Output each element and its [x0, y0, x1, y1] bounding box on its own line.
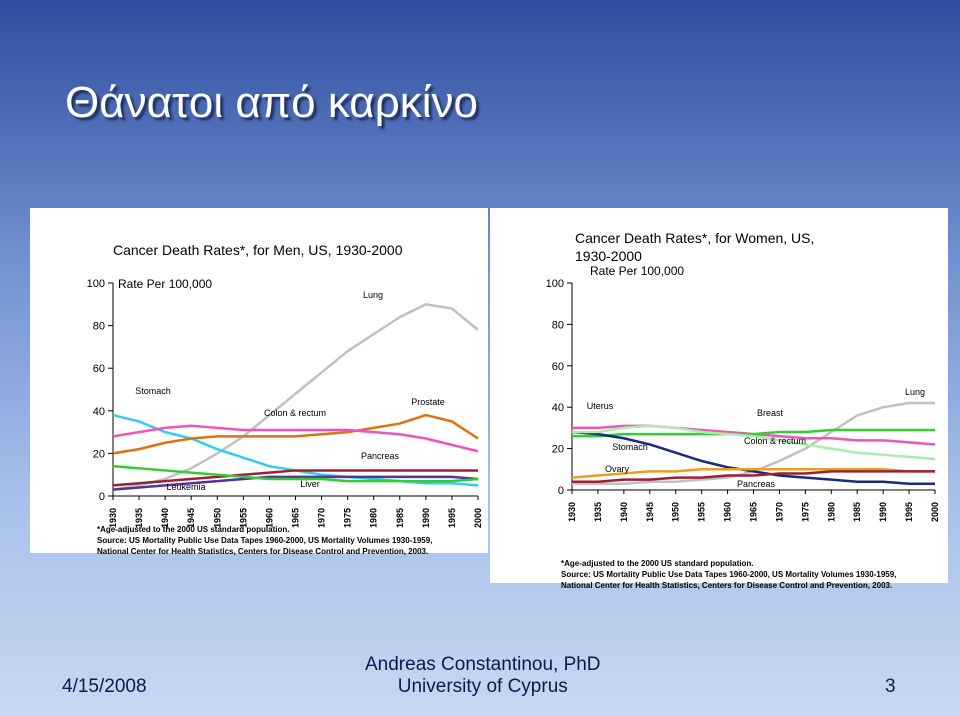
x-tick-label: 1950: [212, 508, 222, 528]
x-tick-label: 1970: [774, 502, 784, 522]
chart-title: Cancer Death Rates*, for Men, US, 1930-2…: [113, 242, 403, 258]
y-tick-label: 40: [93, 406, 105, 418]
x-tick-label: 1930: [108, 508, 118, 528]
x-tick-label: 1965: [291, 508, 301, 528]
series-label: Ovary: [605, 464, 630, 474]
x-tick-label: 1970: [317, 508, 327, 528]
y-tick-label: 0: [99, 491, 105, 503]
x-tick-label: 1945: [645, 502, 655, 522]
footer-page: 3: [885, 676, 896, 697]
series-label: Uterus: [587, 401, 614, 411]
x-tick-label: 1940: [619, 502, 629, 522]
y-tick-label: 80: [552, 319, 564, 331]
series-label: Colon & rectum: [744, 436, 806, 446]
x-tick-label: 1995: [904, 502, 914, 522]
panel: [490, 208, 948, 583]
x-tick-label: 1985: [395, 508, 405, 528]
y-tick-label: 20: [93, 448, 105, 460]
y-tick-label: 60: [93, 363, 105, 375]
x-tick-label: 1980: [826, 502, 836, 522]
footer-author: Andreas Constantinou, PhD University of …: [365, 654, 601, 698]
affiliation: University of Cyprus: [397, 676, 568, 697]
series-line: [572, 470, 935, 483]
note: *Age-adjusted to the 2000 US standard po…: [97, 525, 290, 534]
series-label: Colon & rectum: [264, 408, 326, 418]
x-tick-label: 2000: [930, 502, 940, 522]
note: *Age-adjusted to the 2000 US standard po…: [561, 559, 754, 568]
x-tick-label: 2000: [473, 508, 483, 528]
x-tick-label: 1980: [369, 508, 379, 528]
note: National Center for Health Statistics, C…: [97, 547, 429, 556]
y-axis-label: Rate Per 100,000: [118, 277, 213, 291]
x-tick-label: 1945: [186, 508, 196, 528]
x-tick-label: 1935: [134, 508, 144, 528]
x-tick-label: 1975: [800, 502, 810, 522]
series-line: [112, 469, 478, 487]
x-tick-label: 1975: [343, 508, 353, 528]
series-label: Stomach: [135, 386, 171, 396]
x-tick-label: 1965: [749, 502, 759, 522]
note: Source: US Mortality Public Use Data Tap…: [561, 570, 897, 579]
series-label: Lung: [905, 387, 925, 397]
series-label: Leukemia: [166, 482, 205, 492]
series-line: [112, 475, 479, 491]
x-tick-label: 1955: [238, 508, 248, 528]
series-line: [572, 428, 935, 438]
series-line: [112, 424, 479, 453]
series-label: Breast: [757, 408, 784, 418]
x-tick-label: 1950: [671, 502, 681, 522]
series-label: Prostate: [411, 397, 445, 407]
author: Andreas Constantinou, PhD: [365, 654, 601, 675]
y-tick-label: 0: [558, 485, 564, 497]
footer-date: 4/15/2008: [62, 676, 147, 697]
x-tick-label: 1955: [697, 502, 707, 522]
x-tick-label: 1960: [723, 502, 733, 522]
y-tick-label: 100: [546, 278, 564, 290]
y-axis-label: Rate Per 100,000: [590, 264, 685, 278]
x-tick-label: 1935: [593, 502, 603, 522]
note: Source: US Mortality Public Use Data Tap…: [97, 536, 433, 545]
x-tick-label: 1940: [160, 508, 170, 528]
series-label: Lung: [363, 290, 383, 300]
series-line: [571, 468, 935, 479]
note: National Center for Health Statistics, C…: [561, 581, 893, 590]
x-tick-label: 1985: [852, 502, 862, 522]
series-label: Liver: [300, 479, 320, 489]
series-line: [112, 303, 479, 491]
x-tick-label: 1995: [447, 508, 457, 528]
series-line: [572, 424, 936, 461]
chart-title: Cancer Death Rates*, for Women, US, 1930…: [575, 230, 815, 264]
series-line: [112, 464, 479, 483]
series-line: [571, 430, 935, 486]
series-line: [112, 413, 479, 455]
y-tick-label: 40: [552, 402, 564, 414]
notes: *Age-adjusted to the 2000 US standard po…: [97, 524, 432, 557]
y-tick-label: 20: [552, 444, 564, 456]
y-tick-label: 80: [93, 321, 105, 333]
series-label: Stomach: [612, 442, 648, 452]
y-tick-label: 100: [87, 278, 105, 290]
y-tick-label: 60: [552, 361, 564, 373]
x-tick-label: 1990: [878, 502, 888, 522]
x-tick-label: 1990: [421, 508, 431, 528]
series-label: Pancreas: [361, 451, 400, 461]
x-tick-label: 1930: [567, 502, 577, 522]
notes: *Age-adjusted to the 2000 US standard po…: [561, 558, 896, 591]
x-tick-label: 1960: [264, 508, 274, 528]
slide-title: Θάνατοι από καρκίνο: [65, 78, 478, 127]
series-label: Pancreas: [737, 479, 776, 489]
